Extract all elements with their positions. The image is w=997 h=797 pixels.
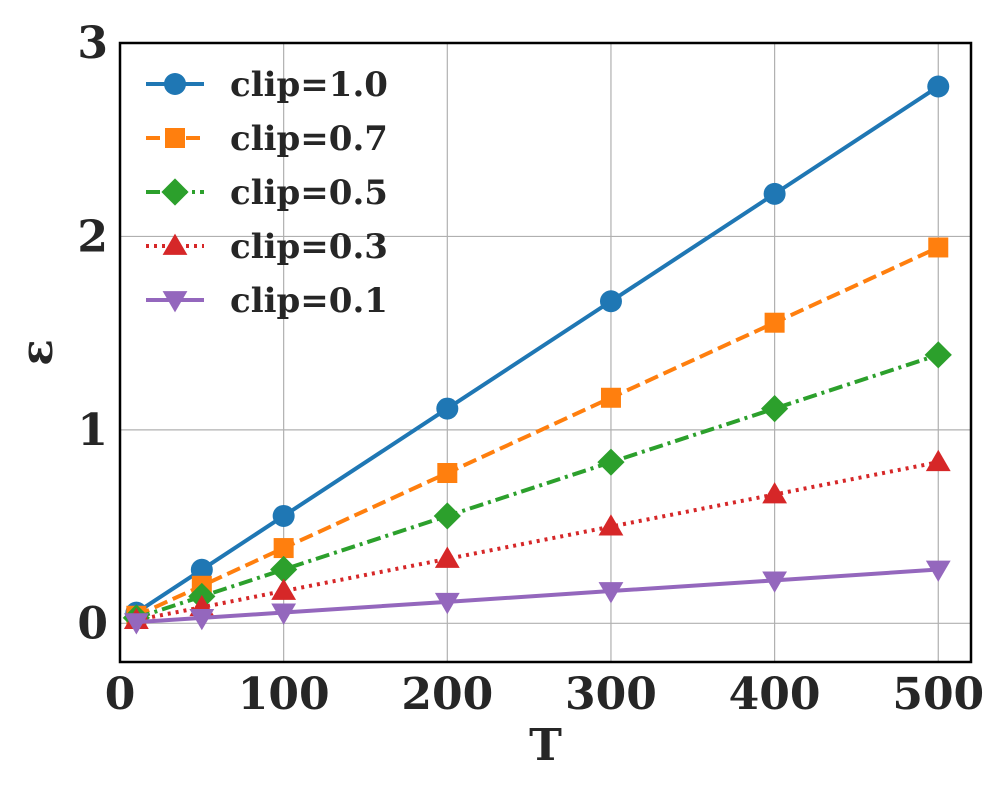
- legend-marker: [162, 233, 188, 255]
- legend-marker: [164, 73, 186, 95]
- x-tick-label: 200: [401, 669, 493, 720]
- data-point: [927, 75, 950, 98]
- data-point: [762, 571, 788, 593]
- x-tick-label: 0: [105, 669, 136, 720]
- plot-frame: [118, 41, 973, 664]
- y-tick-label: 0: [77, 598, 108, 649]
- legend: clip=1.0 clip=0.7 clip=0.5 clip=0.3 clip=0.1: [146, 65, 388, 321]
- y-tick-label: 2: [77, 211, 108, 262]
- legend-label: clip=0.5: [230, 173, 388, 213]
- x-tick-label: 400: [729, 669, 821, 720]
- data-point: [271, 578, 297, 600]
- data-point: [272, 504, 295, 527]
- data-point: [270, 555, 298, 584]
- legend-item: clip=0.3: [146, 227, 388, 267]
- legend-item: clip=0.7: [146, 119, 388, 159]
- data-point: [761, 394, 789, 423]
- legend-label: clip=1.0: [230, 65, 388, 105]
- x-tick-label: 300: [565, 669, 657, 720]
- data-point: [598, 582, 624, 604]
- x-ticks: 0 100 200 300 400 500: [105, 669, 985, 720]
- data-point: [928, 237, 949, 258]
- data-point: [433, 502, 461, 530]
- data-point: [273, 538, 294, 559]
- legend-marker: [165, 128, 185, 148]
- data-point: [925, 560, 951, 582]
- data-point: [271, 603, 297, 625]
- data-point: [600, 387, 621, 408]
- series-clip=0.5: [122, 341, 952, 632]
- data-point: [434, 592, 460, 615]
- legend-label: clip=0.3: [230, 227, 388, 267]
- y-tick-label: 3: [77, 18, 108, 69]
- x-tick-label: 500: [892, 669, 984, 720]
- series-layer: [122, 75, 952, 635]
- legend-label: clip=0.7: [230, 119, 388, 159]
- data-point: [436, 397, 459, 420]
- legend-marker: [162, 291, 188, 313]
- data-point: [763, 182, 786, 205]
- legend-label: clip=0.1: [230, 281, 388, 321]
- x-axis-label: T: [529, 720, 562, 771]
- series-line: [135, 84, 940, 615]
- data-point: [764, 312, 785, 333]
- data-point: [189, 608, 215, 631]
- x-tick-label: 100: [238, 669, 330, 720]
- legend-item: clip=0.1: [146, 281, 388, 321]
- series-clip=0.1: [123, 560, 951, 635]
- data-point: [599, 290, 622, 313]
- data-point: [924, 341, 952, 369]
- legend-item: clip=1.0: [146, 65, 388, 105]
- data-point: [597, 448, 625, 476]
- y-tick-label: 1: [77, 405, 108, 456]
- data-point: [925, 449, 951, 472]
- data-point: [598, 514, 624, 536]
- y-axis-label: ε: [12, 339, 63, 366]
- legend-item: clip=0.5: [146, 173, 388, 213]
- data-point: [762, 482, 788, 504]
- y-ticks: 0 1 2 3: [77, 18, 108, 649]
- data-point: [123, 613, 149, 635]
- legend-marker: [161, 178, 189, 206]
- data-point: [437, 463, 458, 484]
- data-point: [190, 558, 213, 581]
- data-point: [434, 546, 460, 568]
